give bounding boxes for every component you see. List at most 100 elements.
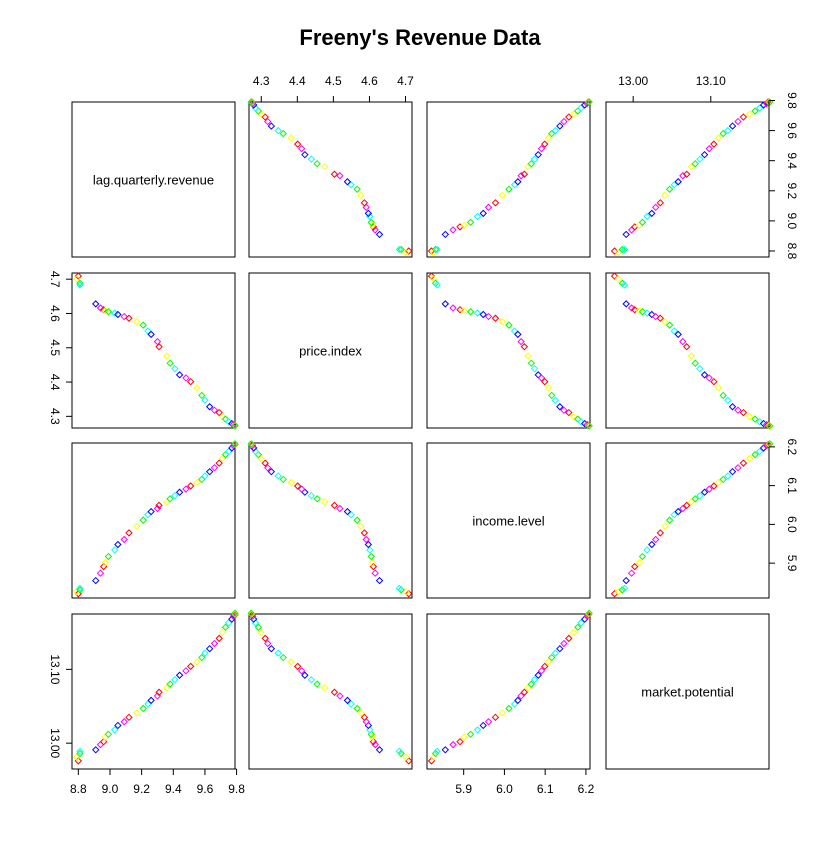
data-point (656, 529, 665, 537)
tick-label: 5.9 (455, 782, 472, 796)
data-point (479, 721, 487, 730)
data-point (201, 472, 209, 480)
data-point (560, 406, 568, 414)
data-point (610, 272, 619, 280)
data-point (569, 412, 578, 421)
data-point (700, 150, 709, 159)
data-point (139, 321, 147, 329)
data-point (714, 134, 723, 142)
data-point (700, 488, 709, 496)
data-point (139, 704, 147, 713)
data-point (221, 623, 230, 631)
data-point (431, 749, 440, 758)
data-point (638, 552, 647, 561)
data-point (505, 185, 513, 193)
data-point (724, 396, 732, 404)
data-point (366, 726, 374, 734)
tick-label: 13.10 (48, 654, 62, 684)
tick-label: 9.4 (785, 152, 799, 169)
data-point (643, 546, 651, 554)
data-point (544, 134, 553, 142)
data-point (120, 718, 128, 726)
tick-label: 9.2 (133, 782, 150, 796)
data-point (198, 391, 206, 400)
data-point (395, 245, 404, 254)
data-point (101, 559, 109, 567)
data-point (261, 634, 269, 643)
data-point (759, 101, 768, 109)
data-point (218, 454, 227, 463)
tick-label: 4.4 (48, 374, 62, 391)
data-point (473, 309, 482, 317)
data-point (556, 122, 564, 130)
data-point (751, 107, 759, 115)
data-point (287, 478, 295, 487)
data-point (362, 203, 370, 212)
tick-label: 9.6 (785, 122, 799, 139)
data-point (627, 304, 636, 312)
data-point (375, 746, 384, 754)
data-point (537, 374, 546, 382)
data-point (264, 117, 272, 126)
data-point (279, 129, 287, 138)
tick-label: 9.4 (165, 782, 182, 796)
data-point (745, 110, 754, 118)
data-point (466, 730, 475, 739)
panel-frame (605, 613, 770, 770)
data-point (541, 140, 549, 148)
data-point (638, 308, 647, 316)
data-point (574, 415, 582, 423)
tick-label: 4.3 (253, 74, 270, 88)
panel-market.potential-vs-price.index (247, 609, 413, 770)
data-point (321, 684, 329, 692)
data-point (683, 501, 691, 510)
panel-lag.quarterly.revenue-vs-market.potential (605, 98, 774, 258)
data-point (691, 159, 699, 168)
tick-label: 6.0 (496, 782, 513, 796)
data-point (631, 562, 639, 571)
data-point (261, 113, 269, 121)
data-point (279, 653, 287, 662)
data-point (186, 377, 195, 386)
data-point (297, 485, 306, 493)
data-point (247, 98, 255, 106)
data-point (517, 337, 525, 346)
panel-frame (71, 613, 236, 770)
panel-lag.quarterly.revenue-vs-price.index (247, 98, 413, 258)
tick-label: 4.4 (289, 74, 306, 88)
data-point (231, 422, 239, 430)
data-point (186, 482, 195, 490)
data-point (534, 371, 542, 379)
tick-label: 8.8 (70, 782, 87, 796)
data-point (505, 704, 513, 713)
data-point (433, 747, 441, 755)
chart-title: Freeny's Revenue Data (299, 25, 541, 50)
data-point (719, 391, 727, 400)
data-point (133, 709, 141, 717)
tick-label: 5.9 (785, 555, 799, 572)
data-point (683, 170, 691, 178)
data-point (210, 464, 219, 472)
data-point (205, 467, 214, 476)
data-point (449, 226, 457, 234)
data-point (734, 406, 742, 414)
data-point (267, 122, 276, 130)
tick-label: 6.2 (578, 782, 595, 796)
data-point (336, 504, 344, 513)
panel-price.index-vs-income.level (426, 272, 593, 430)
data-point (751, 415, 759, 423)
data-point (728, 122, 737, 130)
tick-label: 6.2 (785, 439, 799, 456)
data-point (76, 747, 84, 755)
data-point (766, 98, 774, 106)
data-point (556, 644, 564, 653)
data-point (670, 181, 679, 189)
data-point (460, 221, 468, 230)
data-point (710, 140, 718, 148)
data-point (360, 199, 369, 207)
x-axis-lag.quarterly.revenue: 8.8 9.0 9.2 9.4 9.6 9.8 (70, 768, 245, 796)
panel-market.potential-vs-lag.quarterly.revenue (71, 609, 239, 770)
data-point (96, 569, 105, 577)
data-point (125, 314, 133, 322)
data-point (705, 374, 713, 382)
